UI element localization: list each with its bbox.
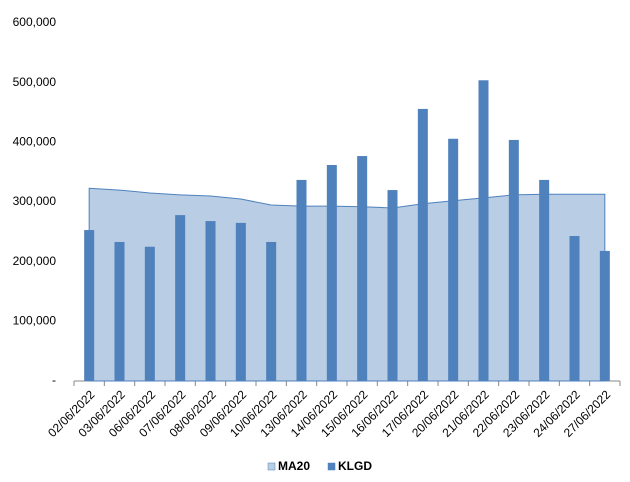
- bar: [326, 165, 337, 381]
- legend-swatch: [267, 462, 276, 471]
- bar: [205, 221, 216, 381]
- legend-label: MA20: [278, 459, 310, 473]
- bar: [114, 241, 125, 381]
- y-tick-label: 600,000: [13, 15, 57, 29]
- bar: [448, 138, 459, 381]
- bar: [84, 230, 95, 381]
- legend-label: KLGD: [338, 459, 372, 473]
- y-tick-label: -: [52, 373, 56, 387]
- legend-swatch: [327, 462, 336, 471]
- y-tick-label: 100,000: [13, 314, 57, 328]
- bar: [417, 108, 428, 382]
- bar: [357, 156, 368, 381]
- bar: [539, 179, 550, 381]
- bar: [387, 190, 398, 381]
- y-tick-label: 200,000: [13, 254, 57, 268]
- bar: [266, 241, 277, 381]
- bar: [478, 80, 489, 381]
- bar: [599, 250, 610, 381]
- bar: [175, 215, 186, 381]
- bar: [144, 246, 155, 381]
- y-tick-label: 400,000: [13, 135, 57, 149]
- area: [88, 187, 606, 382]
- y-tick-label: 500,000: [13, 75, 57, 89]
- bar: [569, 236, 580, 381]
- bar: [508, 139, 519, 381]
- y-tick-label: 300,000: [13, 194, 57, 208]
- bar: [235, 222, 246, 381]
- bar: [296, 179, 307, 381]
